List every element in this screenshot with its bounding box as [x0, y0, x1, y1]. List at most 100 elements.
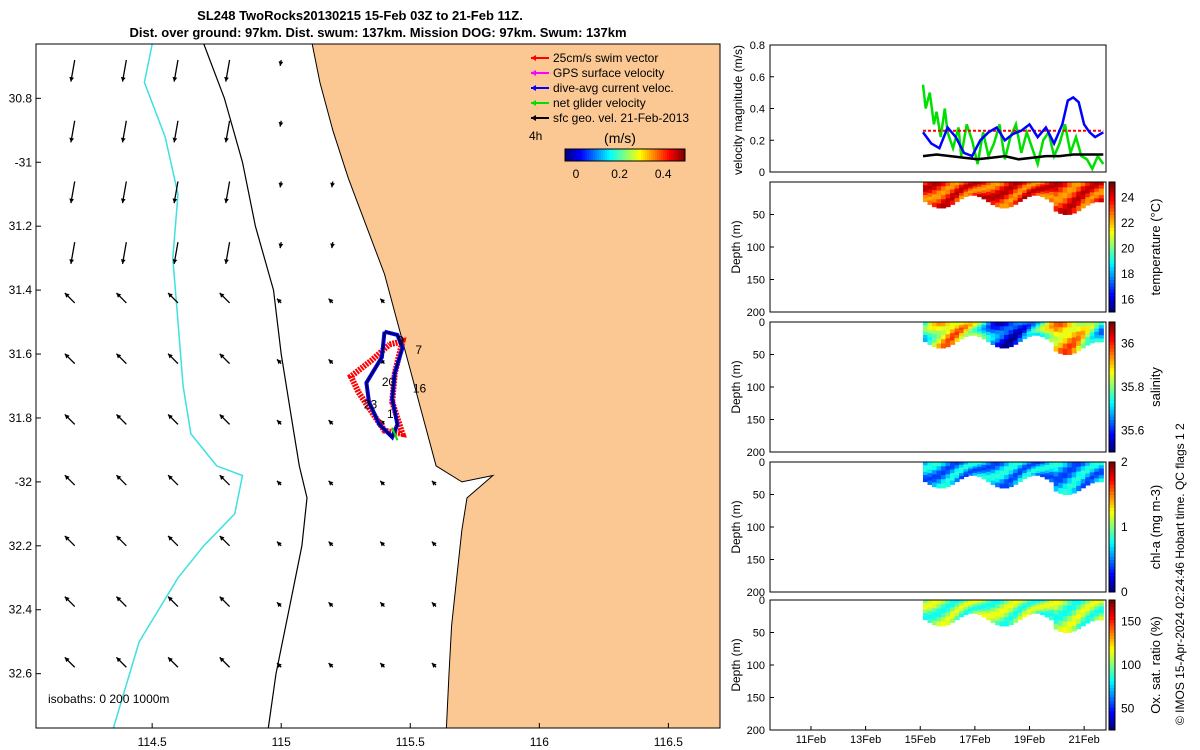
section-colorbar-tick: 18 [1121, 267, 1135, 281]
velocity-arrowhead [219, 535, 225, 541]
section-cell [981, 324, 987, 329]
velocity-ytick-label: 0 [759, 167, 765, 179]
section-colorbar-tick: 0 [1121, 585, 1128, 599]
section-cell [972, 188, 978, 192]
section-cell [1022, 195, 1028, 200]
velocity-arrowhead [64, 657, 70, 663]
section-cell [1013, 614, 1019, 620]
section-cell [1053, 619, 1059, 625]
section-cell [1044, 327, 1050, 332]
section-cell [1089, 335, 1095, 340]
section-cell [995, 600, 1001, 605]
section-cell [1085, 341, 1091, 346]
section-colorbar-cell [1109, 510, 1115, 515]
section-cell [1076, 466, 1082, 473]
section-cell [931, 470, 938, 475]
section-cell [927, 614, 933, 620]
section-cell [1013, 340, 1019, 345]
section-cell [954, 331, 960, 336]
section-xtick-label: 21Feb [1069, 734, 1100, 746]
section-cell [1089, 617, 1095, 622]
section-cell [954, 182, 960, 186]
section-cell [995, 322, 1001, 327]
section-cell [1031, 462, 1037, 465]
section-cell [1026, 191, 1032, 195]
section-cell [1049, 606, 1055, 611]
velocity-arrowhead [64, 475, 70, 480]
section-cell [945, 466, 951, 471]
section-cell [936, 186, 942, 192]
section-panel: 0 50 100 150 200 Depth (m) 35.6 35.8 36 salinity [729, 317, 1163, 459]
section-cell [945, 478, 951, 484]
section-ylabel: Depth (m) [729, 500, 743, 553]
section-cell [1035, 468, 1041, 472]
section-cell [954, 338, 960, 343]
section-cell [1062, 626, 1068, 633]
colorbar-cell [577, 149, 580, 161]
section-cell [972, 608, 978, 612]
velocity-series [921, 95, 1104, 158]
section-cell [1017, 478, 1023, 482]
velocity-arrowhead [172, 137, 178, 143]
section-colorbar-cell [1109, 655, 1115, 659]
map-title-line2: Dist. over ground: 97km. Dist. swum: 137… [129, 25, 626, 40]
section-cell [1067, 338, 1073, 345]
section-cell [1058, 197, 1064, 204]
section-cell [999, 190, 1005, 196]
section-cell [1017, 334, 1023, 339]
section-cell [927, 611, 933, 616]
colorbar-cell [621, 149, 624, 161]
map-ytick-label: 32.2 [9, 539, 33, 553]
section-cell [1031, 324, 1037, 327]
section-cell [1008, 600, 1014, 605]
section-cell [972, 602, 978, 605]
section-cell [1085, 182, 1091, 187]
section-cell [1089, 613, 1095, 618]
section-cell [941, 203, 947, 209]
section-cell [922, 328, 929, 333]
section-cell [1017, 338, 1023, 342]
velocity-arrowhead [224, 259, 229, 264]
section-cell [931, 482, 938, 488]
section-cell [1031, 464, 1037, 467]
section-colorbar-cell [1109, 439, 1115, 443]
section-cell [1044, 330, 1050, 334]
section-cell [1026, 329, 1032, 333]
section-cell [1040, 607, 1046, 611]
section-colorbar-cell [1109, 710, 1115, 715]
velocity-arrowhead [116, 414, 122, 420]
section-cell [990, 200, 996, 206]
section-cell [1022, 324, 1028, 329]
velocity-arrowhead [219, 596, 225, 602]
colorbar-cell [657, 149, 660, 161]
section-cell [1094, 616, 1100, 621]
section-colorbar-cell [1109, 211, 1115, 215]
section-cell [968, 466, 974, 470]
velocity-arrowhead [328, 541, 334, 547]
velocity-arrowhead [276, 480, 282, 486]
colorbar-cell [625, 149, 628, 161]
section-cell [981, 608, 987, 612]
section-cell [977, 189, 983, 193]
section-colorbar-cell [1109, 331, 1115, 336]
section-cell [1071, 322, 1077, 328]
section-colorbar-cell [1109, 484, 1115, 489]
section-cell [1094, 335, 1100, 339]
section-cell [972, 332, 978, 336]
section-cell [1017, 191, 1023, 196]
section-cell [1026, 469, 1032, 473]
section-colorbar-cell [1109, 442, 1115, 446]
section-cell [922, 325, 929, 330]
section-cell [1017, 609, 1023, 614]
section-cell [1026, 609, 1032, 613]
section-colorbar-cell [1109, 540, 1115, 544]
legend-label: dive-avg current veloc. [553, 81, 674, 95]
colorbar-cell [627, 149, 630, 161]
section-cell [995, 342, 1001, 348]
colorbar-cell [573, 149, 576, 161]
section-cell [981, 335, 987, 340]
section-cell [1008, 338, 1014, 344]
section-cell [1035, 182, 1041, 185]
section-cell [977, 464, 983, 468]
velocity-ytick-label: 0.2 [750, 135, 765, 147]
